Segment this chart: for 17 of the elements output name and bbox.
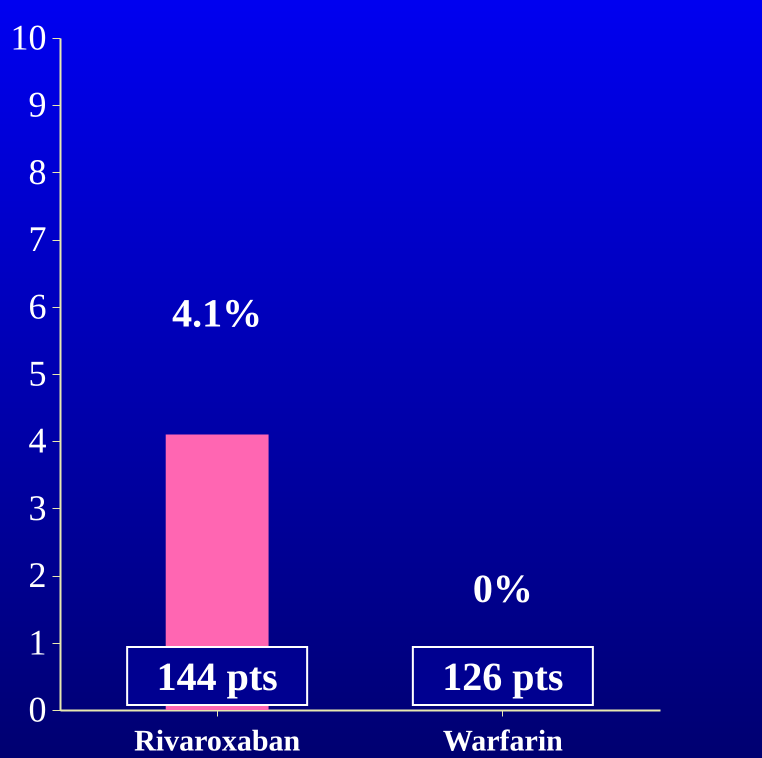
y-tick-label: 10 <box>10 18 46 58</box>
annotation: 144 pts <box>156 654 278 699</box>
data-label: 0% <box>472 566 533 611</box>
y-tick-label: 6 <box>28 286 46 326</box>
y-tick-label: 0 <box>28 690 46 730</box>
x-tick-label: Warfarin <box>442 724 564 758</box>
annotation: 126 pts <box>442 654 564 699</box>
y-tick-label: 2 <box>28 555 46 596</box>
y-tick-label: 1 <box>28 622 46 662</box>
y-tick-label: 3 <box>28 488 46 528</box>
y-tick-label: 4 <box>28 420 46 461</box>
y-tick-label: 5 <box>28 354 46 394</box>
y-tick-label: 8 <box>28 152 46 192</box>
y-tick-label: 7 <box>28 219 46 260</box>
data-label: 4.1% <box>172 290 262 336</box>
x-tick-label: Rivaroxaban <box>134 724 301 758</box>
y-tick-label: 9 <box>28 84 46 125</box>
